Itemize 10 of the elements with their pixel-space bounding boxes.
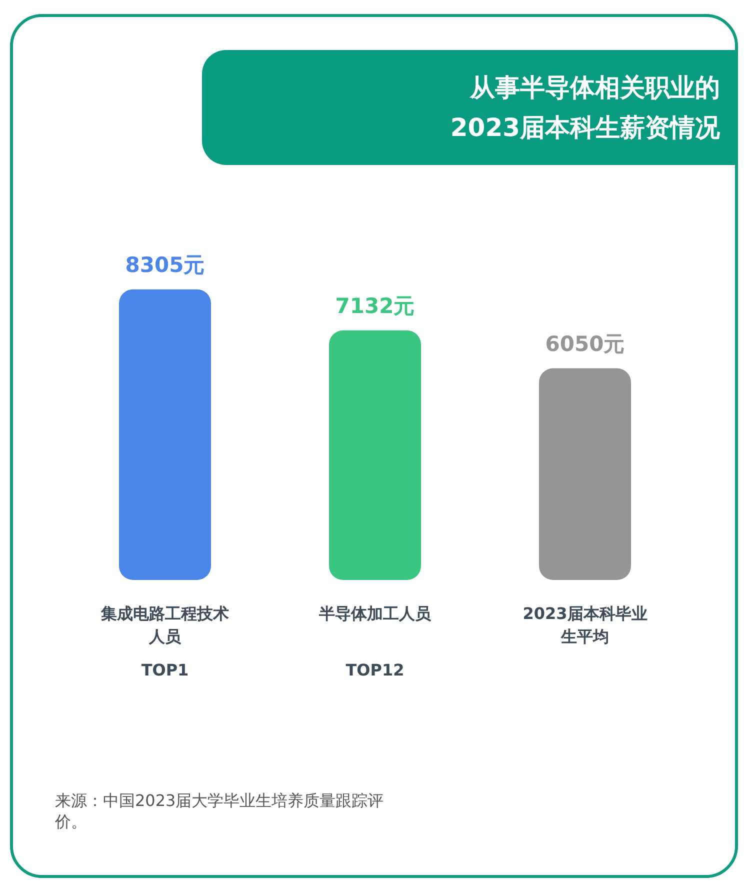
x-tick-label: 2023届本科毕业生平均 (522, 604, 648, 646)
text: TOP12 (346, 660, 404, 680)
text: TOP1 (141, 660, 189, 680)
x-tick-label: 集成电路工程技术人员 (100, 604, 229, 646)
chart-title: 从事半导体相关职业的2023届本科生薪资情况 (449, 72, 720, 144)
data-label: 6050元 (545, 332, 625, 356)
data-label: 8305元 (125, 252, 205, 277)
x-tick-label: 半导体加工人员 (318, 604, 432, 623)
source-note: 来源：中国2023届大学毕业生培养质量跟踪评价。 (55, 790, 385, 832)
data-label: 7132元 (335, 294, 415, 318)
